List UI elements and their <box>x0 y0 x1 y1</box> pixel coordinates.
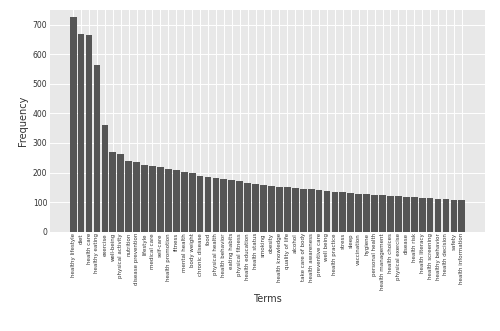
Bar <box>133 162 140 232</box>
Bar <box>403 197 409 232</box>
Bar <box>228 180 235 232</box>
Bar <box>141 165 148 232</box>
Bar <box>204 177 212 232</box>
Bar <box>450 200 458 232</box>
Bar <box>419 198 426 232</box>
Bar <box>260 185 267 232</box>
Bar <box>102 125 108 232</box>
Bar <box>442 199 450 232</box>
Bar <box>348 193 354 232</box>
Bar <box>189 172 196 232</box>
Bar <box>78 34 84 232</box>
Bar <box>157 166 164 232</box>
Bar <box>308 189 314 232</box>
Bar <box>387 196 394 232</box>
Bar <box>427 198 434 232</box>
Bar <box>70 17 76 232</box>
Bar <box>252 184 259 232</box>
Bar <box>268 186 275 232</box>
Y-axis label: Frequency: Frequency <box>18 96 28 146</box>
Bar <box>411 197 418 232</box>
Bar <box>196 175 203 232</box>
Bar <box>379 195 386 232</box>
Bar <box>395 196 402 232</box>
Bar <box>110 152 116 232</box>
Bar <box>340 192 346 232</box>
Bar <box>94 65 100 232</box>
Bar <box>149 166 156 232</box>
Bar <box>332 192 338 232</box>
Bar <box>212 178 220 232</box>
Bar <box>300 189 306 232</box>
Bar <box>173 169 180 232</box>
Bar <box>118 154 124 232</box>
Bar <box>371 195 378 232</box>
Bar <box>284 187 290 232</box>
Bar <box>165 169 172 232</box>
Bar <box>458 200 465 232</box>
Bar <box>86 35 92 232</box>
Bar <box>434 199 442 232</box>
Bar <box>292 188 298 232</box>
Bar <box>181 172 188 232</box>
Bar <box>276 187 283 232</box>
Bar <box>244 183 251 232</box>
Bar <box>316 190 322 232</box>
Bar <box>236 181 243 232</box>
Bar <box>126 161 132 232</box>
Bar <box>364 194 370 232</box>
Bar <box>356 194 362 232</box>
Bar <box>324 191 330 232</box>
X-axis label: Terms: Terms <box>253 294 282 304</box>
Bar <box>220 179 227 232</box>
